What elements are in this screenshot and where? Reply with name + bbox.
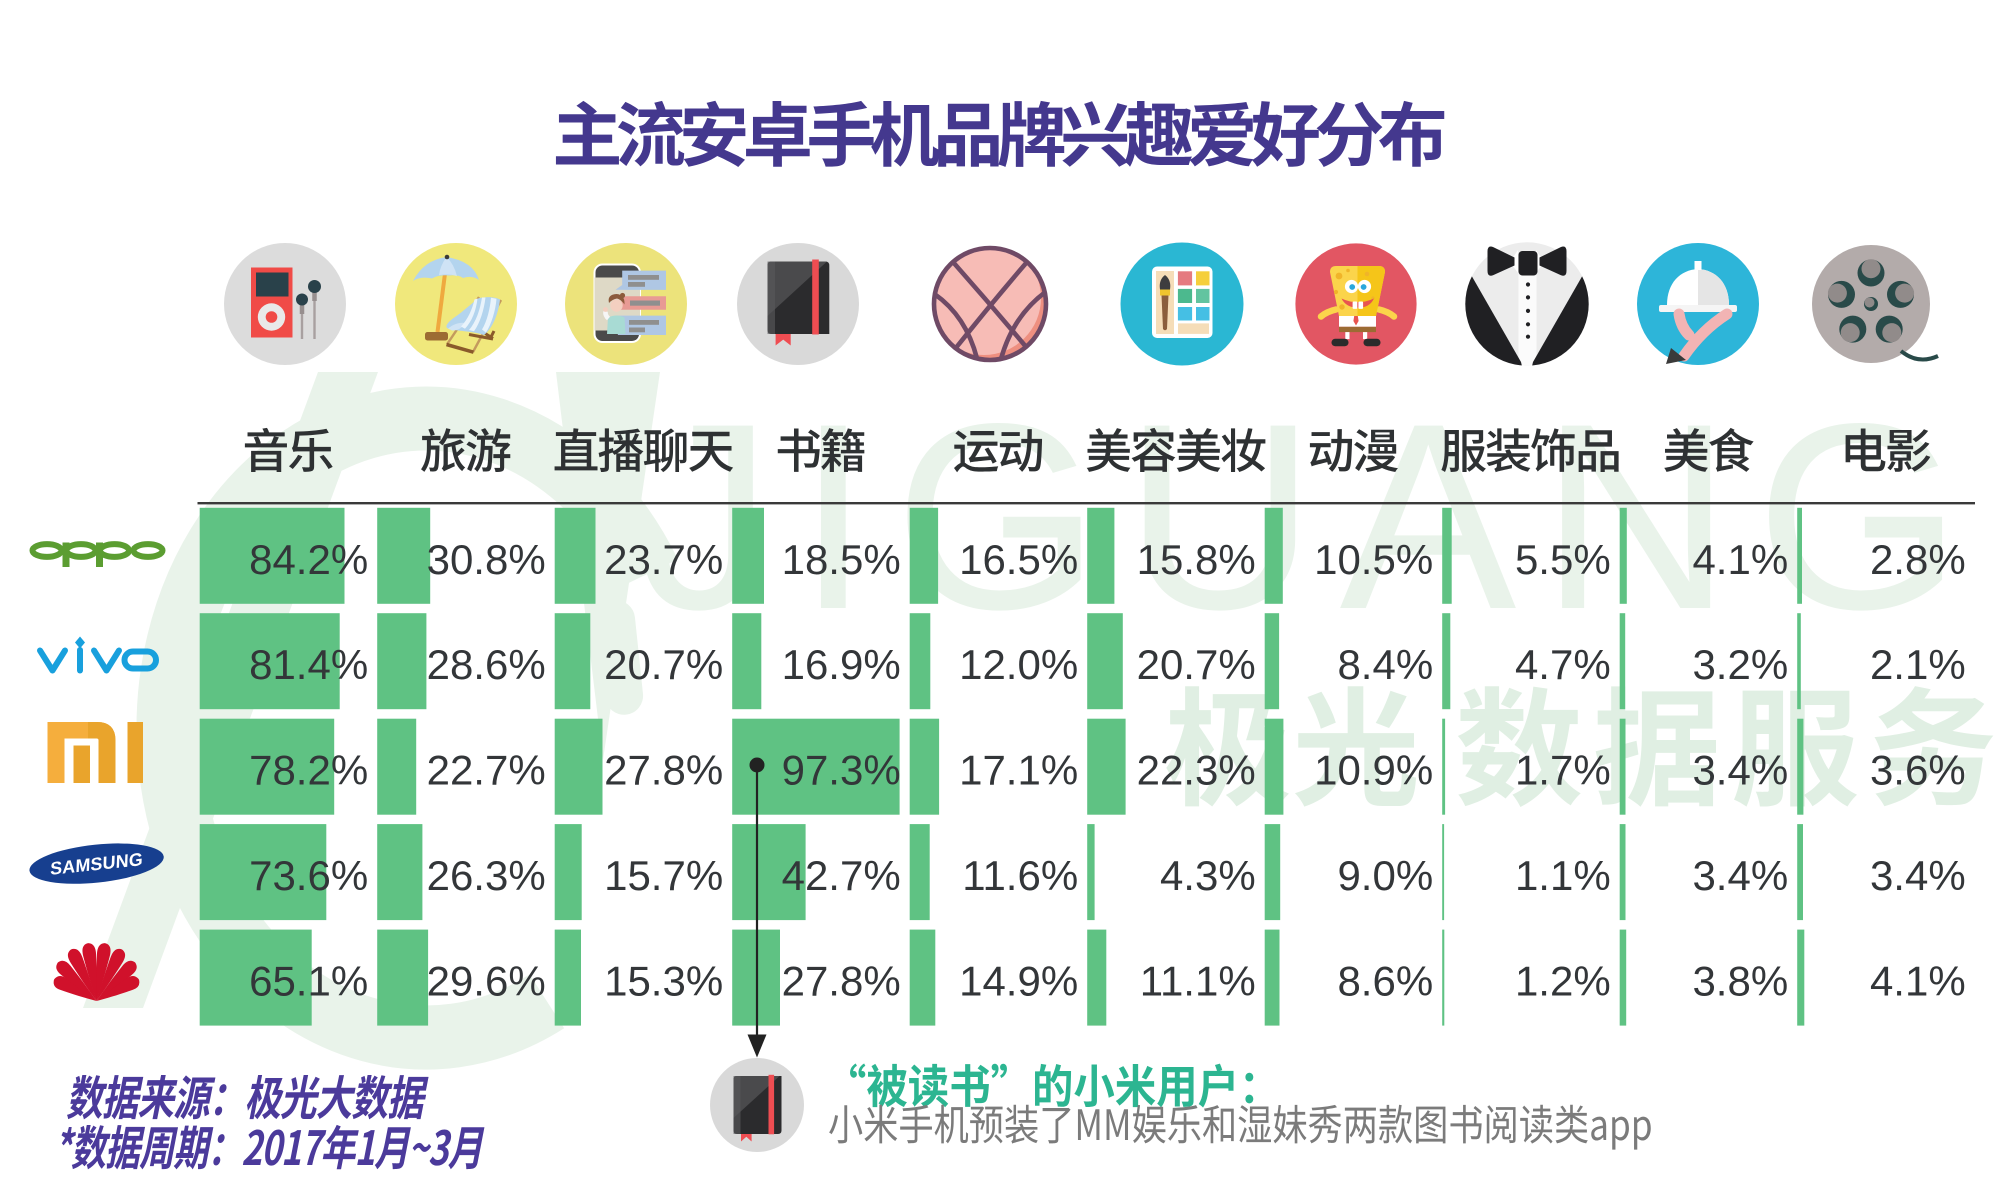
svg-text:1.1%: 1.1% (1515, 852, 1611, 899)
svg-text:11.1%: 11.1% (1140, 958, 1256, 1005)
svg-text:17.1%: 17.1% (959, 747, 1078, 794)
svg-text:20.7%: 20.7% (604, 641, 723, 688)
svg-text:65.1%: 65.1% (249, 958, 368, 1005)
svg-text:1.2%: 1.2% (1515, 958, 1611, 1005)
svg-text:9.0%: 9.0% (1337, 852, 1433, 899)
svg-text:2.8%: 2.8% (1870, 536, 1966, 583)
svg-text:15.7%: 15.7% (604, 852, 723, 899)
svg-text:29.6%: 29.6% (427, 958, 546, 1005)
svg-text:23.7%: 23.7% (604, 536, 723, 583)
svg-text:78.2%: 78.2% (249, 747, 368, 794)
svg-text:20.7%: 20.7% (1137, 641, 1256, 688)
svg-text:4.1%: 4.1% (1870, 958, 1966, 1005)
svg-text:27.8%: 27.8% (782, 958, 901, 1005)
svg-text:11.6%: 11.6% (962, 852, 1078, 899)
svg-text:2.1%: 2.1% (1870, 641, 1966, 688)
svg-text:3.4%: 3.4% (1692, 747, 1788, 794)
svg-text:28.6%: 28.6% (427, 641, 546, 688)
svg-text:3.8%: 3.8% (1692, 958, 1788, 1005)
svg-text:84.2%: 84.2% (249, 536, 368, 583)
svg-text:15.3%: 15.3% (604, 958, 723, 1005)
svg-text:10.5%: 10.5% (1314, 536, 1433, 583)
svg-text:3.2%: 3.2% (1692, 641, 1788, 688)
svg-text:27.8%: 27.8% (604, 747, 723, 794)
svg-text:42.7%: 42.7% (782, 852, 901, 899)
svg-text:18.5%: 18.5% (782, 536, 901, 583)
svg-text:3.4%: 3.4% (1870, 852, 1966, 899)
svg-text:1.7%: 1.7% (1515, 747, 1611, 794)
svg-text:10.9%: 10.9% (1314, 747, 1433, 794)
svg-text:16.5%: 16.5% (959, 536, 1078, 583)
svg-text:97.3%: 97.3% (782, 747, 901, 794)
svg-text:4.3%: 4.3% (1160, 852, 1256, 899)
svg-text:14.9%: 14.9% (959, 958, 1078, 1005)
svg-text:8.4%: 8.4% (1337, 641, 1433, 688)
svg-text:12.0%: 12.0% (959, 641, 1078, 688)
svg-text:5.5%: 5.5% (1515, 536, 1611, 583)
svg-text:4.7%: 4.7% (1515, 641, 1611, 688)
svg-text:JIGUANG: JIGUANG (640, 369, 1986, 665)
svg-text:4.1%: 4.1% (1692, 536, 1788, 583)
svg-text:73.6%: 73.6% (249, 852, 368, 899)
svg-text:22.3%: 22.3% (1137, 747, 1256, 794)
svg-text:16.9%: 16.9% (782, 641, 901, 688)
svg-text:15.8%: 15.8% (1137, 536, 1256, 583)
svg-text:3.4%: 3.4% (1692, 852, 1788, 899)
svg-text:8.6%: 8.6% (1337, 958, 1433, 1005)
svg-text:81.4%: 81.4% (249, 641, 368, 688)
svg-text:26.3%: 26.3% (427, 852, 546, 899)
svg-text:30.8%: 30.8% (427, 536, 546, 583)
svg-text:3.6%: 3.6% (1870, 747, 1966, 794)
svg-text:22.7%: 22.7% (427, 747, 546, 794)
